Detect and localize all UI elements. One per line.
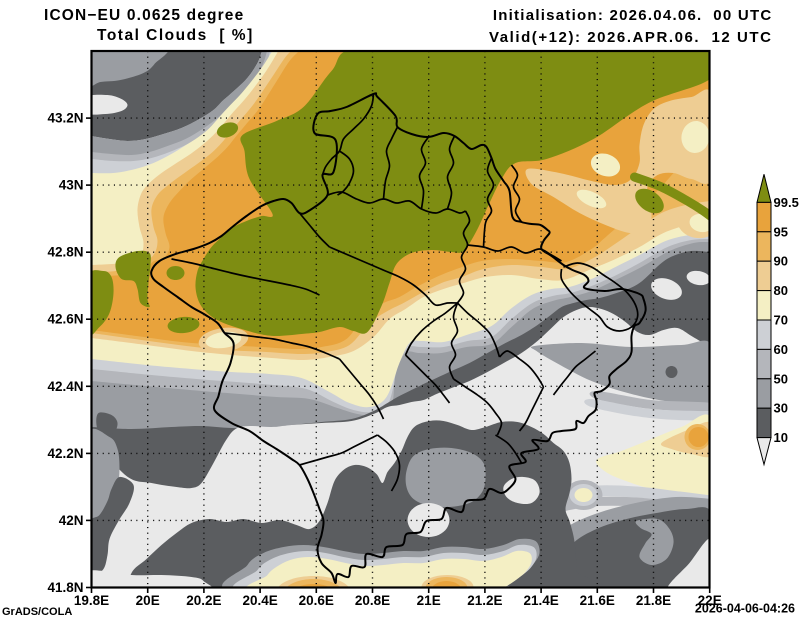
svg-text:60: 60 bbox=[774, 342, 788, 357]
svg-text:21.4E: 21.4E bbox=[523, 593, 558, 608]
svg-text:Valid(+12): 2026.APR.06. 12 U: Valid(+12): 2026.APR.06. 12 UTC bbox=[489, 29, 772, 46]
svg-text:99.5: 99.5 bbox=[774, 195, 799, 210]
svg-text:21.6E: 21.6E bbox=[580, 593, 615, 608]
svg-text:ICON−EU 0.0625 degree: ICON−EU 0.0625 degree bbox=[44, 7, 244, 24]
svg-text:21E: 21E bbox=[417, 593, 441, 608]
svg-text:21.8E: 21.8E bbox=[636, 593, 671, 608]
svg-text:43N: 43N bbox=[59, 178, 84, 193]
svg-text:Total Clouds [ %]: Total Clouds [ %] bbox=[97, 27, 254, 44]
svg-text:19.8E: 19.8E bbox=[74, 593, 109, 608]
svg-text:80: 80 bbox=[774, 283, 788, 298]
svg-text:42.8N: 42.8N bbox=[47, 245, 83, 260]
svg-text:20E: 20E bbox=[136, 593, 160, 608]
svg-text:30: 30 bbox=[774, 401, 788, 416]
svg-text:70: 70 bbox=[774, 313, 788, 328]
svg-text:20.8E: 20.8E bbox=[355, 593, 390, 608]
svg-text:90: 90 bbox=[774, 254, 788, 269]
svg-text:22E: 22E bbox=[698, 593, 722, 608]
svg-text:2026-04-06-04:26: 2026-04-06-04:26 bbox=[695, 602, 795, 616]
svg-text:42.4N: 42.4N bbox=[47, 379, 83, 394]
svg-text:42.2N: 42.2N bbox=[47, 446, 83, 461]
svg-text:42.6N: 42.6N bbox=[47, 312, 83, 327]
svg-text:21.2E: 21.2E bbox=[467, 593, 502, 608]
svg-text:GrADS/COLA: GrADS/COLA bbox=[2, 606, 72, 618]
svg-text:10: 10 bbox=[774, 430, 788, 445]
svg-text:43.2N: 43.2N bbox=[47, 111, 83, 126]
svg-text:95: 95 bbox=[774, 224, 788, 239]
svg-text:20.2E: 20.2E bbox=[186, 593, 221, 608]
svg-text:50: 50 bbox=[774, 371, 788, 386]
svg-text:20.6E: 20.6E bbox=[299, 593, 334, 608]
svg-text:20.4E: 20.4E bbox=[242, 593, 277, 608]
svg-text:42N: 42N bbox=[59, 513, 84, 528]
svg-text:41.8N: 41.8N bbox=[47, 580, 83, 595]
svg-text:Initialisation: 2026.04.06. 0: Initialisation: 2026.04.06. 00 UTC bbox=[493, 7, 773, 24]
